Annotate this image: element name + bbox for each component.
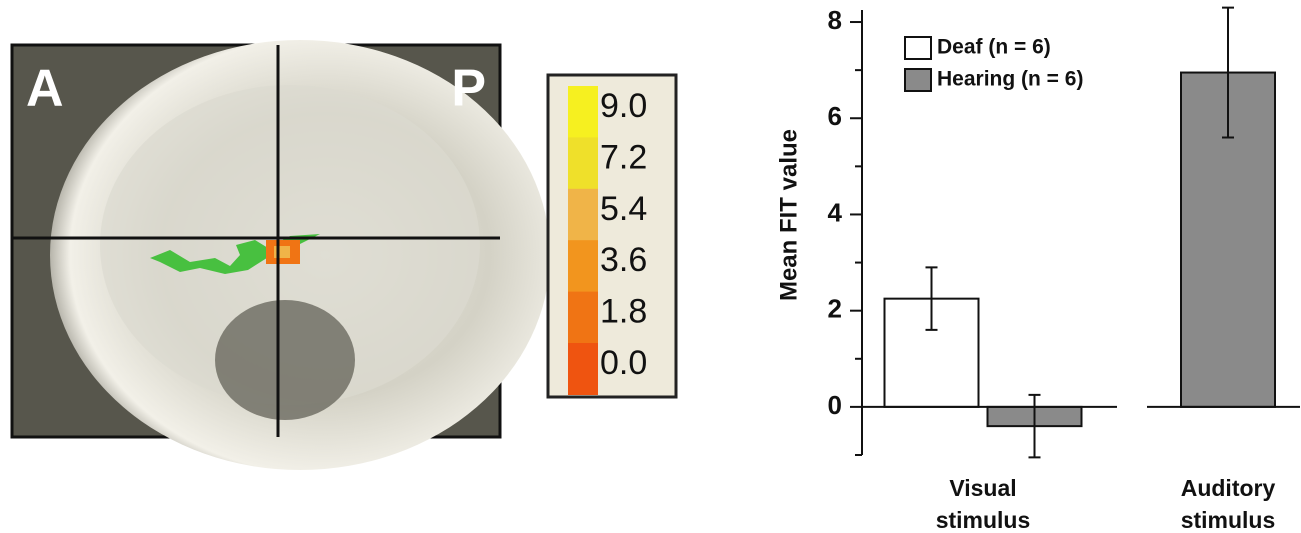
- y-tick-label: 8: [828, 5, 842, 35]
- colorbar-swatch: [568, 86, 598, 138]
- legend-swatch: [904, 36, 932, 60]
- x-tick-label: Auditory stimulus: [1181, 475, 1276, 533]
- colorbar-swatch: [568, 291, 598, 344]
- y-axis-label: Mean FIT value: [775, 129, 802, 301]
- colorbar-swatch: [568, 188, 598, 241]
- colorbar-label: 3.6: [600, 241, 647, 279]
- colorbar-label: 1.8: [600, 293, 647, 331]
- y-tick-label: 6: [828, 101, 842, 131]
- colorbar-label: 0.0: [600, 344, 647, 382]
- cerebellum-shadow: [215, 300, 355, 420]
- colorbar-label: 7.2: [600, 138, 647, 176]
- brain-panel: A P 9.0 7.2 5.4 3.6 1.8 0.0: [10, 40, 678, 470]
- error-bar: [925, 266, 938, 331]
- chart: Mean FIT value 0 2 4 6 8 Visual stimulus Audito…: [775, 5, 1300, 533]
- orientation-label: P: [451, 60, 486, 118]
- colorbar-label: 5.4: [600, 190, 647, 228]
- colorbar-label: 9.0: [600, 87, 647, 125]
- legend-swatch: [904, 68, 932, 92]
- colorbar: 9.0 7.2 5.4 3.6 1.8 0.0: [568, 86, 647, 395]
- y-tick-label: 0: [828, 390, 842, 420]
- legend-label: Hearing (n = 6): [937, 68, 1083, 91]
- orientation-label: A: [26, 60, 64, 118]
- y-tick-label: 4: [828, 197, 843, 227]
- error-bar: [1222, 6, 1234, 139]
- colorbar-swatch: [568, 343, 598, 395]
- colorbar-swatch: [568, 240, 598, 293]
- y-tick-label: 2: [828, 294, 842, 324]
- colorbar-swatch: [568, 137, 598, 190]
- x-tick-label: Visual stimulus: [936, 475, 1031, 533]
- legend-label: Deaf (n = 6): [937, 36, 1051, 59]
- activation-yellow: [274, 246, 290, 258]
- error-bar: [1028, 393, 1041, 459]
